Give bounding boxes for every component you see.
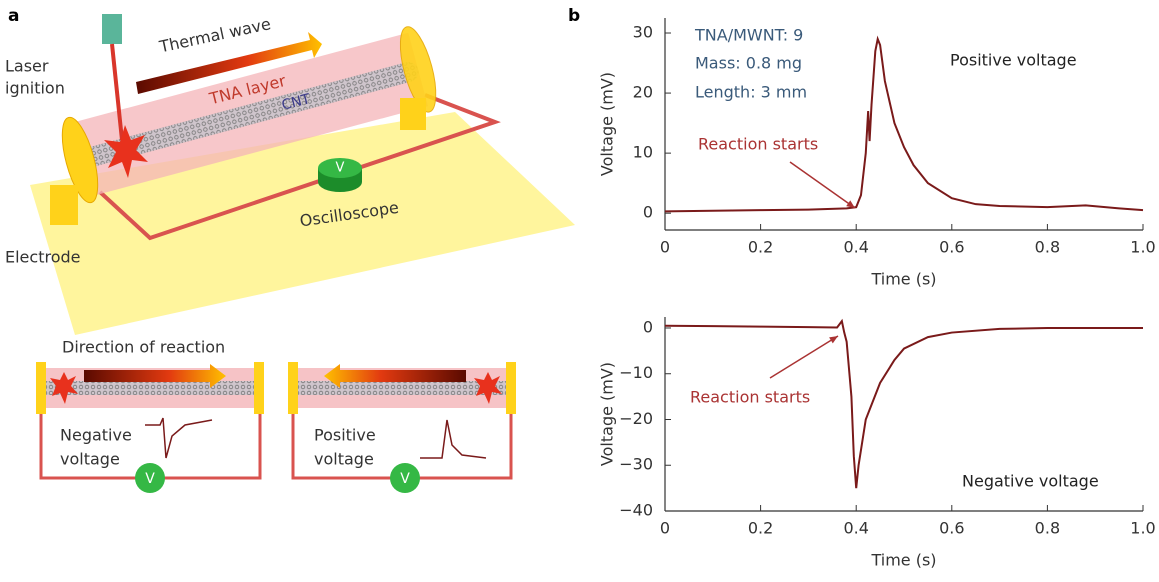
y-tick-label: −20 [619,409,653,428]
reaction-diagram: Direction of reaction V Negative voltage… [36,338,516,494]
electrode-base [50,185,78,225]
annotation: Positive voltage [950,51,1077,70]
x-tick-label: 0.2 [748,238,773,257]
label: Direction of reaction [62,338,225,357]
label: voltage [314,450,374,469]
annotation-arrowhead [829,336,838,343]
electrode-base [400,98,426,130]
x-axis-label: Time (s) [870,551,936,570]
x-tick-label: 1.0 [1130,238,1155,257]
y-tick-label: 10 [633,143,653,162]
meter-label: V [400,471,410,487]
annotation: Length: 3 mm [695,83,807,102]
annotation-arrowhead [846,200,855,208]
x-tick-label: 0.4 [843,238,868,257]
y-tick-label: −10 [619,363,653,382]
annotation: Mass: 0.8 mg [695,54,802,73]
panel-label: a [8,6,19,26]
label: voltage [60,450,120,469]
x-tick-label: 0 [660,519,670,538]
y-tick-label: 0 [643,317,653,336]
x-tick-label: 0.6 [939,238,964,257]
page: a b V Laser ignition Thermal wave TNA la… [0,0,1159,582]
setup-diagram: V Laser ignition Thermal wave TNA layer … [5,14,575,335]
x-tick-label: 0 [660,238,670,257]
annotation: Reaction starts [690,388,810,407]
x-tick-label: 0.2 [748,519,773,538]
y-tick-label: 30 [633,23,653,42]
annotation-arrow [770,336,838,378]
laser [102,14,122,44]
annotation: TNA/MWNT: 9 [694,26,803,45]
x-tick-label: 0.8 [1035,238,1060,257]
y-axis-label: Voltage (mV) [598,72,617,176]
label: Negative [60,426,132,445]
label: ignition [5,79,65,98]
annotation: Negative voltage [962,472,1099,491]
y-tick-label: 20 [633,83,653,102]
y-tick-label: 0 [643,203,653,222]
y-axis-label: Voltage (mV) [598,362,617,466]
x-tick-label: 0.6 [939,519,964,538]
meter-label: V [145,471,155,487]
annotation: Reaction starts [698,135,818,154]
x-tick-label: 1.0 [1130,519,1155,538]
x-tick-label: 0.8 [1035,519,1060,538]
x-axis-label: Time (s) [870,270,936,289]
y-tick-label: −40 [619,501,653,520]
y-tick-label: −30 [619,455,653,474]
label: Positive [314,426,376,445]
annotation-arrow [790,162,855,208]
label: Thermal wave [157,14,273,56]
x-tick-label: 0.4 [843,519,868,538]
figure: a b V Laser ignition Thermal wave TNA la… [0,0,1159,582]
panel-label: b [568,6,580,26]
meter-label: V [336,161,345,176]
label: Laser [5,57,49,76]
label: Electrode [5,248,80,267]
